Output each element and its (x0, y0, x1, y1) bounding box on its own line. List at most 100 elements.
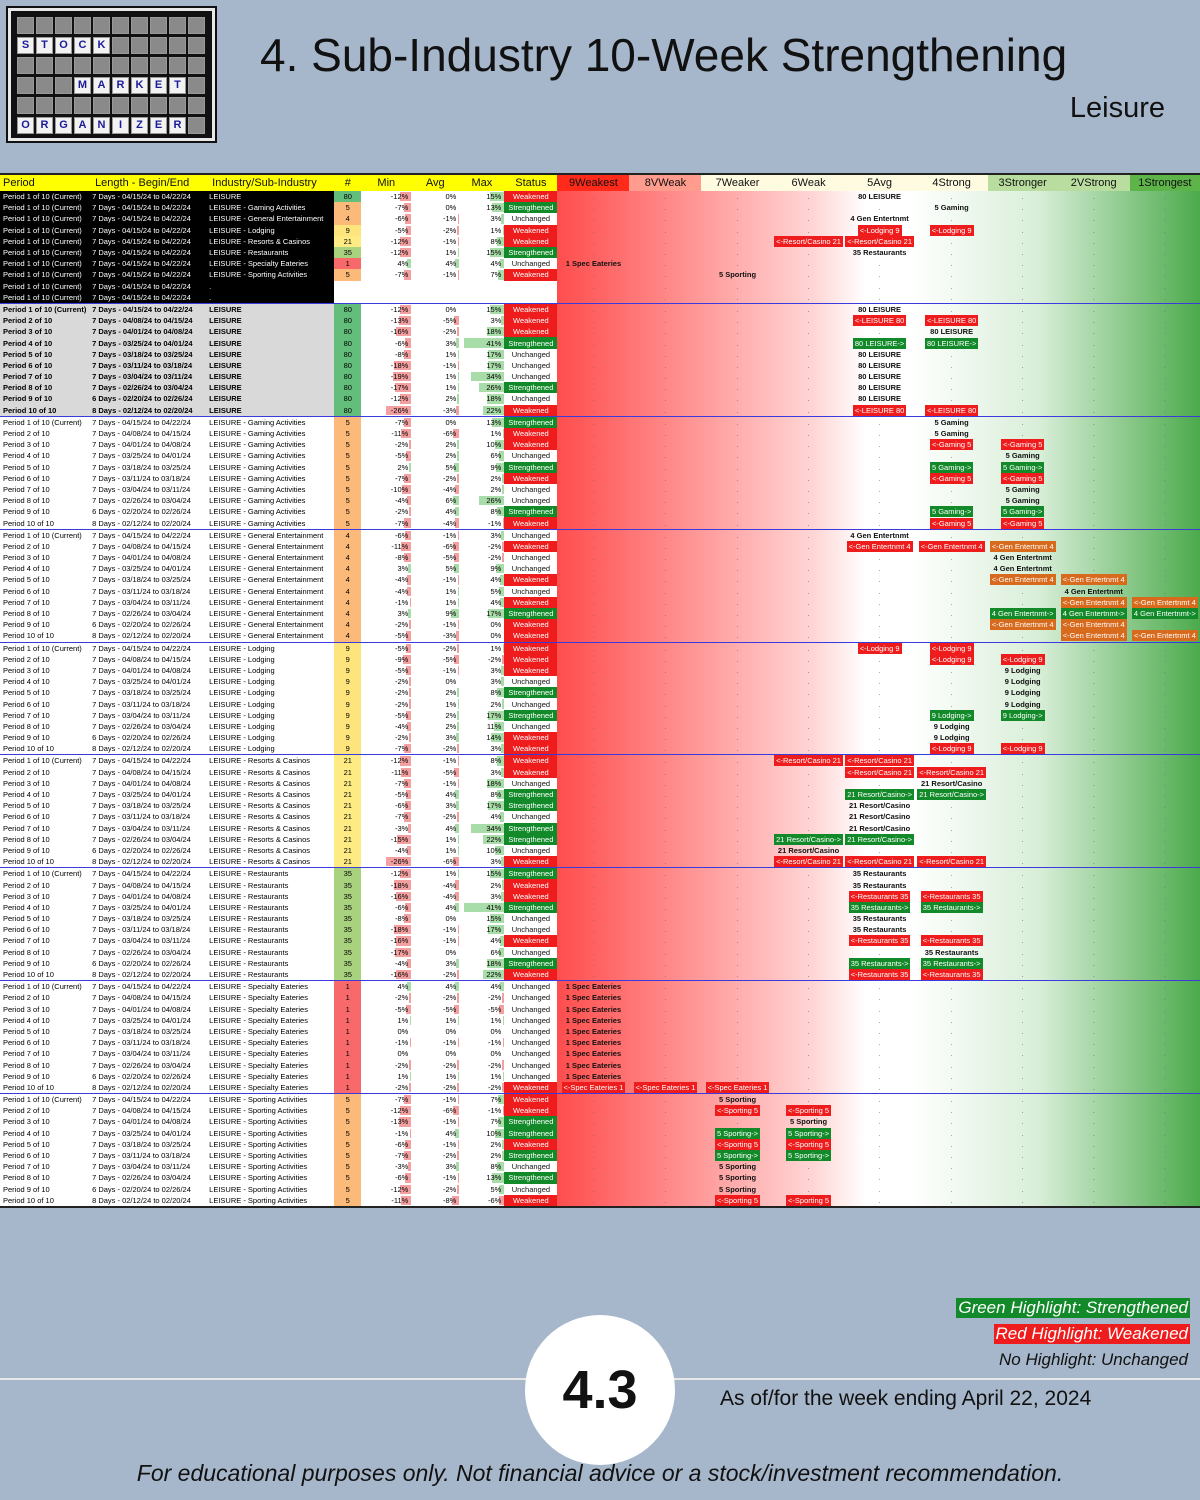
table-row: Period 7 of 10 7 Days - 03/04/24 to 03/11… (0, 483, 1200, 496)
legend-unchanged: No Highlight: Unchanged (998, 1350, 1188, 1369)
empty-marker: . (950, 586, 953, 596)
count-cell: 35 (334, 968, 362, 981)
data-bar (454, 564, 460, 574)
empty-marker: . (807, 259, 810, 269)
empty-marker: . (592, 1128, 595, 1138)
strengthened-tag: 5 Gaming-> (929, 506, 974, 518)
data-bar (458, 845, 460, 856)
strength-bucket-cell: . (557, 902, 629, 913)
empty-marker: . (950, 609, 953, 619)
value-text: -1% (442, 620, 457, 630)
strength-bucket-cell: . (773, 302, 844, 316)
empty-marker: . (592, 1162, 595, 1172)
value-text: -2% (394, 688, 409, 698)
position-tag: 80 LEISURE (858, 360, 902, 370)
empty-marker: . (807, 203, 810, 213)
strength-bucket-cell: . (629, 302, 702, 316)
strength-bucket-cell: . (916, 665, 988, 676)
strength-bucket-cell: . (844, 269, 916, 280)
strength-bucket-cell: . (629, 1037, 701, 1048)
max-cell: 15% (459, 867, 505, 880)
strength-bucket-cell: . (988, 371, 1058, 382)
empty-marker: . (592, 236, 595, 246)
empty-marker: . (736, 316, 739, 326)
table-row: Period 8 of 10 7 Days - 02/26/24 to 03/04… (0, 607, 1200, 620)
min-cell: -6% (361, 800, 412, 811)
empty-marker: . (664, 710, 667, 720)
strength-bucket-cell: . (557, 292, 629, 304)
empty-marker: . (664, 597, 667, 607)
position-tag: 80 LEISURE (858, 394, 902, 404)
length-cell: 6 Days - 02/20/24 to 02/26/24 (92, 507, 191, 517)
strength-bucket-cell: . (1130, 213, 1200, 224)
industry-cell: LEISURE - Lodging (209, 721, 275, 731)
length-cell: 7 Days - 03/11/24 to 03/18/24 (92, 1151, 191, 1161)
table-row: Period 2 of 10 7 Days - 04/08/24 to 04/15… (0, 427, 1200, 440)
data-bar (494, 1128, 505, 1138)
value-text: -6% (442, 857, 457, 867)
length-cell: 7 Days - 03/18/24 to 03/25/24 (92, 462, 191, 472)
value-text: 1% (490, 429, 502, 439)
status-cell: Unchanged (511, 1015, 551, 1025)
table-row: Period 1 of 10 (Current) 7 Days - 04/15/2… (0, 1093, 1200, 1106)
table-row: Period 1 of 10 (Current) 7 Days - 04/15/2… (0, 291, 1200, 304)
strength-bucket-cell: . (916, 1184, 988, 1195)
strength-bucket-cell: . (629, 393, 701, 404)
avg-cell: -8% (411, 1195, 460, 1206)
strength-bucket-cell: . (844, 1116, 916, 1127)
max-cell: 15% (459, 191, 505, 202)
length-cell: 7 Days - 03/18/24 to 03/25/24 (92, 348, 210, 360)
empty-marker: . (1021, 936, 1024, 946)
strength-bucket-cell: <-Spec Eateries 1 (629, 1081, 701, 1094)
avg-cell: -2% (411, 992, 460, 1003)
value-text: 1% (397, 1015, 409, 1025)
strength-bucket-cell: . (701, 506, 773, 517)
strength-bucket-cell: . (1130, 1139, 1200, 1150)
value-text: 5% (490, 586, 502, 596)
strength-bucket-cell: 35 Restaurants (916, 947, 988, 958)
empty-marker: . (736, 281, 739, 291)
column-header: 9Weakest (557, 175, 630, 191)
strength-bucket-cell: . (1058, 552, 1130, 563)
empty-marker: . (807, 947, 810, 957)
strength-bucket-cell: . (916, 619, 988, 630)
data-bar (501, 677, 505, 687)
value-text: -2% (442, 473, 457, 483)
strength-bucket-cell: . (844, 687, 916, 698)
min-cell: -11% (361, 541, 412, 552)
empty-marker: . (878, 462, 881, 472)
count-cell: 4 (334, 630, 362, 642)
avg-cell: -1% (411, 754, 460, 767)
min-cell: -16% (361, 935, 412, 946)
data-bar (496, 756, 505, 766)
strength-bucket-cell: . (774, 393, 844, 404)
avg-cell: -6% (411, 428, 460, 439)
value-text: 22% (486, 970, 502, 980)
min-cell: -4% (361, 574, 412, 585)
avg-cell: -2% (411, 1150, 460, 1161)
value-text: -12% (390, 869, 409, 879)
avg-cell: 0% (411, 676, 459, 687)
status-cell: Weakened (504, 235, 558, 247)
strength-bucket-cell: . (774, 687, 844, 698)
data-bar (456, 733, 460, 743)
strength-bucket-cell: . (773, 867, 844, 880)
avg-cell: 3% (411, 1161, 460, 1172)
data-bar (501, 665, 505, 676)
max-cell: 3% (459, 676, 505, 687)
empty-marker: . (1163, 699, 1166, 709)
strength-bucket-cell: . (1130, 360, 1200, 371)
position-tag: 21 Resort/Casino (848, 801, 911, 811)
avg-cell (411, 281, 459, 292)
min-cell: -18% (361, 879, 412, 890)
value-text: 34% (486, 372, 502, 382)
strength-bucket-cell: . (774, 382, 844, 393)
empty-marker: . (1163, 958, 1166, 968)
avg-cell: -2% (411, 1059, 460, 1070)
empty-marker: . (1021, 405, 1024, 415)
empty-marker: . (878, 270, 881, 280)
empty-marker: . (878, 1015, 881, 1025)
empty-marker: . (1092, 699, 1095, 709)
empty-marker: . (807, 970, 810, 980)
strength-bucket-cell: . (1058, 213, 1130, 224)
